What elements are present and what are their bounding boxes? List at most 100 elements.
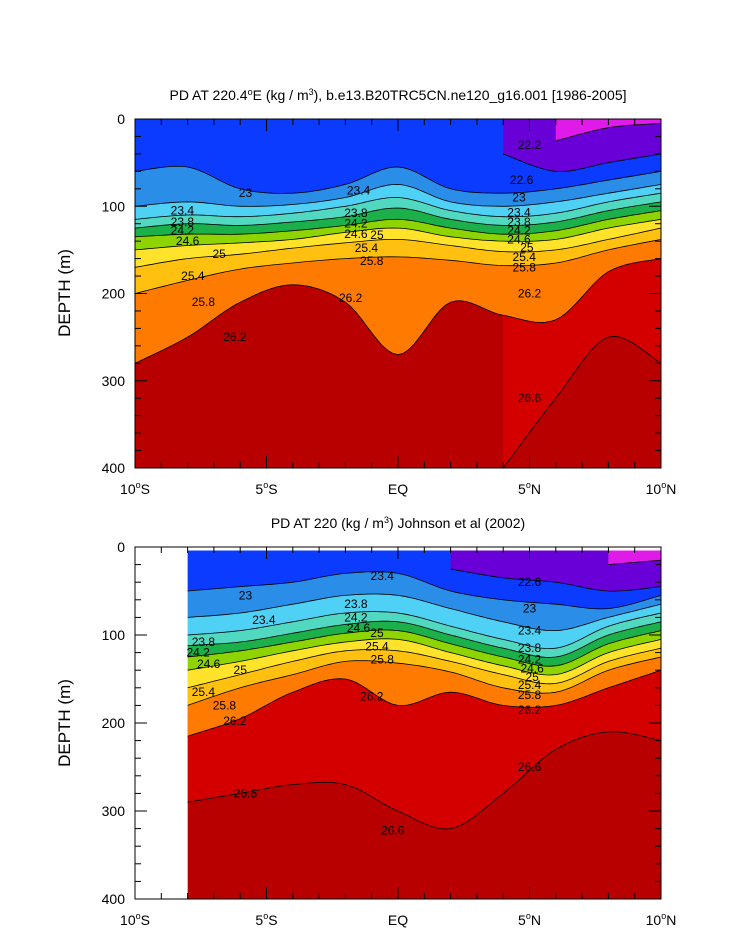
contour-label: 23 [239,186,253,200]
contour-label: 26.2 [518,287,542,301]
contour-line-26.6 [502,335,661,468]
contour-label: 24.2 [507,224,531,238]
panel-top-title: PD AT 220.4oE (kg / m3), b.e13.B20TRC5CN… [169,87,626,103]
contour-label: 26.2 [518,703,542,717]
contour-label: 24.6 [347,621,371,635]
y-tick-label: 400 [102,460,126,476]
contour-label: 23.4 [371,569,395,583]
contour-line-25.8 [135,239,661,294]
contour-label: 26.2 [339,291,363,305]
contour-line-22.2 [555,123,661,142]
contour-label: 23.8 [344,597,368,611]
contour-label: 23.8 [344,206,368,220]
contour-label: 25 [234,663,248,677]
contour-line-23.4 [135,183,661,207]
contour-line-25.0 [187,638,661,676]
contour-label: 23.4 [171,204,195,218]
contour-label: 24.6 [197,657,221,671]
contour-label: 25 [370,626,384,640]
contour-label: 24.6 [507,232,531,246]
contour-label: 23.4 [507,205,531,219]
contour-label: 25.8 [518,688,542,702]
panel-bottom: PD AT 220 (kg / m3) Johnson et al (2002)… [55,515,676,928]
contour-label: 24.6 [176,234,200,248]
y-tick-label: 300 [102,373,126,389]
panel-bottom-title: PD AT 220 (kg / m3) Johnson et al (2002) [271,515,525,531]
contour-label: 22.6 [510,173,534,187]
contour-label: 23.8 [518,641,542,655]
contour-label: 26.2 [360,690,384,704]
x-tick-label: 5oS [255,480,277,497]
contour-label: 24.2 [344,610,368,624]
contour-label: 23.4 [347,184,371,198]
contour-line-24.2 [135,201,661,229]
panel-top: PD AT 220.4oE (kg / m3), b.e13.B20TRC5CN… [55,87,676,497]
y-tick-label: 100 [102,627,126,643]
contour-label: 25.4 [513,250,537,264]
contour-line-26.2 [135,258,661,364]
x-tick-label: EQ [388,481,408,497]
contour-line-24.2 [187,620,661,658]
contour-line-25.0 [135,218,661,251]
contour-line-23.0 [135,165,661,194]
contour-label: 25.4 [355,241,379,255]
contour-label: 22.2 [518,138,542,152]
contour-label: 25.8 [192,295,216,309]
contour-line-22.6 [503,153,661,172]
contour-line-24.6 [135,210,661,238]
contour-label: 24.2 [186,646,210,660]
x-tick-label: 5oS [255,911,277,928]
panel-top-axes: 0 100 200 300 400 10oS 5oS EQ 5oN 10oN [102,111,677,497]
y-tick-label: 200 [102,286,126,302]
x-tick-label: 10oN [646,911,677,928]
contour-label: 23 [512,191,526,205]
contour-line-25.4 [135,227,661,268]
contour-line-23.8 [135,192,661,220]
contour-label: 23 [523,602,537,616]
x-tick-label: 10oS [120,911,150,928]
contour-label: 24.2 [171,224,195,238]
contour-line-22.2 [608,559,661,565]
panel-bottom-axes: 0 100 200 300 400 10oS 5oS EQ 5oN 10oN [102,539,677,928]
contour-label: 23 [239,588,253,602]
panel-bottom-filled-contours [135,547,661,899]
contour-label: 26.6 [381,823,405,837]
contour-label: 24.6 [344,227,368,241]
contour-line-24.6 [187,629,661,667]
panel-top-contour-lines [135,123,661,468]
contour-line-23.4 [187,593,661,631]
contour-label: 24.2 [344,217,368,231]
y-tick-label: 0 [117,111,125,127]
contour-label: 26.2 [223,714,247,728]
contour-label: 24.2 [518,653,542,667]
y-tick-label: 200 [102,715,126,731]
x-tick-label: 10oN [646,480,677,497]
panel-bottom-contour-lines [187,559,661,830]
contour-label: 23.8 [507,215,531,229]
contour-label: 25.4 [181,269,205,283]
panel-bottom-ylabel: DEPTH (m) [55,679,74,767]
contour-label: 25.4 [365,639,389,653]
y-tick-label: 100 [102,198,126,214]
contour-label: 25.8 [213,698,237,712]
contour-line-23.0 [187,571,661,610]
panel-top-contour-labels: 22.222.623 2323.423.423.423.823.823.824.2… [171,138,542,405]
contour-label: 26.6 [518,391,542,405]
contour-line-25.8 [187,656,661,706]
contour-line-23.8 [187,611,661,650]
contour-line-22.6 [450,568,661,592]
contour-label: 25.8 [513,260,537,274]
contour-label: 23.8 [171,215,195,229]
fill-band-22.6 [503,119,661,172]
contour-label: 22.6 [518,575,542,589]
contour-label: 23.4 [518,624,542,638]
y-tick-label: 0 [117,539,125,555]
contour-label: 25.8 [371,653,395,667]
contour-label: 25 [520,240,534,254]
contour-label: 25.4 [518,678,542,692]
contour-line-26.2 [187,669,661,737]
x-tick-label: 5oN [518,911,541,928]
contour-label: 23.4 [252,613,276,627]
